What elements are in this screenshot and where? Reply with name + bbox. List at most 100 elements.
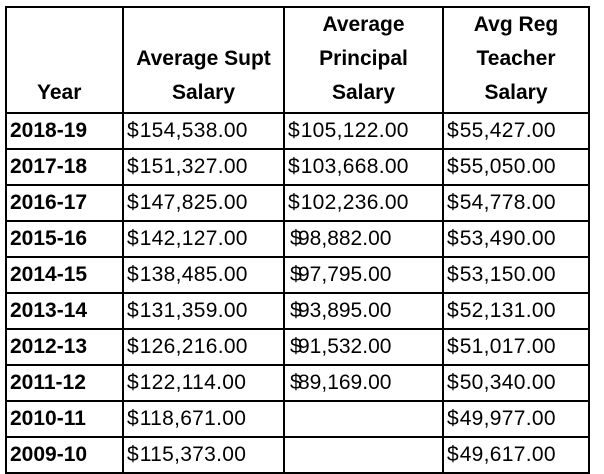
currency-symbol: $ [127,299,139,322]
salary-amount: 51,017.00 [459,335,556,358]
teacher-salary-cell: $49,977.00 [442,400,590,438]
teacher-salary-cell: $55,050.00 [442,148,590,186]
principal-salary-header: Average Principal Salary [283,6,444,114]
teacher-salary-cell: $52,131.00 [442,292,590,330]
currency-symbol: $ [290,263,302,286]
salary-value: $53,490.00 [447,227,585,251]
salary-value: $49,617.00 [447,443,585,467]
salary-amount: 93,895.00 [298,299,392,322]
year-cell: 2018-19 [5,112,124,150]
table-row: 2010-11 $118,671.00 $49,977.00 [5,400,590,438]
supt-salary-cell: $126,216.00 [122,328,285,366]
salary-amount: 98,882.00 [298,227,392,250]
currency-symbol: $ [290,335,302,358]
salary-value: $147,825.00 [127,191,280,215]
principal-salary-cell: $102,236.00 [283,184,444,222]
supt-salary-cell: $131,359.00 [122,292,285,330]
table-row: 2011-12 $122,114.00 $89,169.00 $50,340.00 [5,364,590,402]
header-line: Average [322,13,405,36]
year-cell: 2010-11 [5,400,124,438]
currency-symbol: $ [127,371,139,394]
principal-salary-cell: $105,122.00 [283,112,444,150]
salary-amount: 118,671.00 [139,407,247,430]
salary-amount: 53,490.00 [459,227,556,250]
principal-salary-cell: $97,795.00 [283,256,444,294]
principal-salary-cell [283,400,444,438]
year-cell: 2017-18 [5,148,124,186]
teacher-salary-cell: $51,017.00 [442,328,590,366]
salary-amount: 102,236.00 [300,191,409,214]
supt-salary-cell: $147,825.00 [122,184,285,222]
salary-table: Year Average Supt Salary Average Princip… [5,6,590,474]
year-cell: 2014-15 [5,256,124,294]
year-cell: 2009-10 [5,436,124,474]
salary-amount: 53,150.00 [459,263,556,286]
salary-value: $115,373.00 [127,443,280,467]
table-row: 2015-16 $142,127.00 $98,882.00 $53,490.00 [5,220,590,258]
salary-amount: 142,127.00 [139,227,248,250]
salary-amount: 55,427.00 [459,119,556,142]
salary-amount: 122,114.00 [139,371,247,394]
teacher-salary-cell: $55,427.00 [442,112,590,150]
salary-amount: 103,668.00 [300,155,409,178]
salary-amount: 97,795.00 [298,263,392,286]
currency-symbol: $ [290,227,302,250]
currency-symbol: $ [127,227,139,250]
currency-symbol: $ [127,407,139,430]
salary-amount: 91,532.00 [298,335,392,358]
currency-symbol: $ [447,191,459,214]
currency-symbol: $ [447,119,459,142]
principal-salary-cell [283,436,444,474]
header-row: Year Average Supt Salary Average Princip… [5,6,590,114]
salary-value: $50,340.00 [447,371,585,395]
salary-amount: 131,359.00 [139,299,248,322]
salary-value: $131,359.00 [127,299,280,323]
table-row: 2009-10 $115,373.00 $49,617.00 [5,436,590,474]
salary-amount: 105,122.00 [300,119,409,142]
currency-symbol: $ [447,371,459,394]
principal-salary-cell: $93,895.00 [283,292,444,330]
currency-symbol: $ [127,443,139,466]
table-row: 2013-14 $131,359.00 $93,895.00 $52,131.00 [5,292,590,330]
header-line: Avg Reg [473,13,559,36]
table-row: 2012-13 $126,216.00 $91,532.00 $51,017.00 [5,328,590,366]
salary-value: $142,127.00 [127,227,280,251]
currency-symbol: $ [447,335,459,358]
salary-amount: 147,825.00 [139,191,248,214]
year-header: Year [5,6,124,114]
currency-symbol: $ [288,155,300,178]
salary-value: $102,236.00 [288,191,439,215]
year-cell: 2015-16 [5,220,124,258]
salary-amount: 50,340.00 [459,371,556,394]
salary-value: $51,017.00 [447,335,585,359]
salary-value: $103,668.00 [288,155,439,179]
currency-symbol: $ [447,155,459,178]
salary-amount: 49,617.00 [459,443,556,466]
year-cell: 2011-12 [5,364,124,402]
salary-value: $53,150.00 [447,263,585,287]
salary-value: $118,671.00 [127,407,280,431]
principal-salary-cell: $98,882.00 [283,220,444,258]
currency-symbol: $ [290,371,302,394]
salary-amount: 49,977.00 [459,407,556,430]
principal-salary-cell: $89,169.00 [283,364,444,402]
currency-symbol: $ [447,263,459,286]
currency-symbol: $ [127,263,139,286]
supt-salary-cell: $138,485.00 [122,256,285,294]
header-line: Principal [319,47,408,70]
salary-amount: 52,131.00 [459,299,556,322]
currency-symbol: $ [127,119,139,142]
salary-amount: 55,050.00 [459,155,556,178]
header-line: Salary [331,81,396,104]
salary-value: $154,538.00 [127,119,280,143]
salary-value: $151,327.00 [127,155,280,179]
salary-amount: 115,373.00 [139,443,247,466]
salary-value: $55,427.00 [447,119,585,143]
teacher-salary-cell: $54,778.00 [442,184,590,222]
salary-value: $54,778.00 [447,191,585,215]
header-line: Salary [171,81,236,104]
teacher-salary-cell: $53,150.00 [442,256,590,294]
salary-value: $122,114.00 [127,371,280,395]
principal-salary-cell: $103,668.00 [283,148,444,186]
year-cell: 2012-13 [5,328,124,366]
